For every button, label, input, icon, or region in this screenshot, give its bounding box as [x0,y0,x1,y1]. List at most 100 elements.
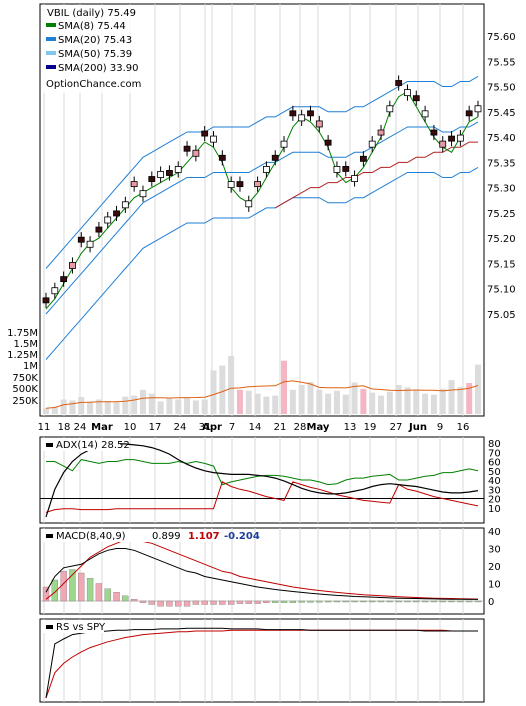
macd-legend-label: MACD(8,40,9) [56,531,126,542]
price-tick-label: 75.35 [487,158,516,169]
rs-legend-label: RS vs SPY [56,622,106,633]
candle-body [307,110,314,117]
adx-tick-label: 50 [488,467,501,478]
volume-tick-label: 250K [12,396,38,407]
volume-bar [175,399,182,414]
candle-body [280,140,288,148]
x-tick-label: May [307,422,330,433]
volume-bar [369,392,376,414]
macd-histogram-bar [122,595,129,602]
volume-bar [254,393,261,414]
volume-bar [272,395,279,414]
volume-bar [201,399,208,414]
x-tick-label: 14 [249,422,262,433]
macd-histogram-bar [183,600,191,607]
candle-body [42,297,50,304]
volume-bar [333,390,340,414]
macd-histogram-bar [42,586,50,602]
macd-histogram-bar [342,600,349,603]
volume-bar [378,395,385,414]
price-legend: VBIL (daily) 75.49 SMA(8) 75.44 SMA(20) … [42,5,146,93]
volume-bar [192,400,199,414]
volume-bar [457,386,464,414]
candle-body [448,135,455,142]
candle-body [263,166,270,173]
volume-bar [157,401,164,414]
sma200-swatch [46,65,56,69]
macd-histogram-bar [78,572,85,602]
adx-tick-label: 20 [488,495,501,506]
macd-signal-value: 1.107 [188,531,220,542]
sma8-swatch [46,23,56,27]
macd-histogram-bar [386,600,393,603]
candle-body [456,134,464,142]
volume-bar [466,383,473,414]
x-tick-label: 18 [58,422,71,433]
macd-histogram-bar [51,579,58,602]
macd-histogram-bar [166,600,173,607]
macd-histogram-bar [175,600,182,607]
macd-signal-line [45,539,479,600]
sma8-legend-label: SMA(8) 75.44 [58,21,126,32]
candle-body [218,154,226,161]
sma20-legend-label: SMA(20) 75.43 [58,35,132,46]
macd-histogram-bar [157,600,164,607]
candle-body [271,154,279,161]
volume-tick-label: 1.25M [7,350,38,361]
volume-bar [307,382,314,414]
candle-body [157,171,165,178]
candle-body [139,190,147,198]
volume-bar [104,400,111,414]
macd-tick-label: 40 [488,527,501,538]
price-tick-label: 75.40 [487,133,516,144]
macd-histogram-bar [474,600,482,603]
macd-tick-label: 30 [488,545,501,556]
candle-body [192,149,200,157]
price-tick-label: 75.25 [487,209,516,220]
volume-bar [404,387,411,414]
macd-histogram-bar [298,600,305,603]
macd-histogram-bar [289,600,297,603]
volume-bar [228,355,235,414]
x-tick-label: 16 [457,422,470,433]
volume-bar [395,384,402,414]
candle-body [166,170,173,176]
macd-histogram-bar [333,600,341,603]
volume-bar [60,399,67,414]
macd-histogram-bar [272,600,279,603]
sma50-swatch [46,51,56,55]
candle-body [201,130,209,137]
macd-histogram-bar [324,600,332,603]
volume-bar [475,364,481,414]
price-tick-label: 75.05 [487,310,516,321]
macd-histogram-bar [236,600,244,604]
price-tick-label: 75.60 [487,32,516,43]
adx-tick-label: 30 [488,485,501,496]
adx-legend-label: ADX(14) 28.52 [56,440,130,451]
price-tick-label: 75.10 [487,285,516,296]
volume-bar [413,390,420,414]
x-tick-label: 19 [364,422,377,433]
candle-body [351,175,358,182]
macd-histogram-bar [377,600,385,603]
sma50-line [274,141,478,209]
adx-tick-label: 70 [488,448,501,459]
macd-histogram-bar [466,600,473,603]
macd-histogram-bar [307,600,314,603]
volume-bar [122,396,129,414]
x-tick-label: 9 [437,422,443,433]
volume-bar [430,394,437,414]
x-tick-label: 24 [174,422,187,433]
candle-body [51,287,59,295]
volume-bar [139,389,146,414]
candle-body [359,155,367,162]
macd-value: 0.899 [152,531,181,542]
volume-bar [316,389,323,414]
volume-bar [184,397,191,414]
macd-histogram-bar [316,600,323,603]
volume-bars [43,355,481,414]
price-tick-label: 75.15 [487,259,516,270]
x-tick-label: Jun [408,422,427,433]
candle-body [386,105,394,113]
adx-tick-label: 60 [488,458,501,469]
